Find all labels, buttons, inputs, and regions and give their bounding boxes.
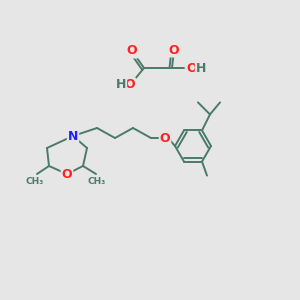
Text: O: O (62, 167, 72, 181)
Text: H: H (116, 79, 126, 92)
Text: CH₃: CH₃ (88, 178, 106, 187)
Text: O: O (125, 79, 135, 92)
Text: N: N (68, 130, 78, 142)
Text: O: O (187, 61, 197, 74)
Text: O: O (160, 131, 170, 145)
Text: H: H (196, 61, 206, 74)
Text: O: O (127, 44, 137, 58)
Text: O: O (169, 44, 179, 56)
Text: CH₃: CH₃ (26, 178, 44, 187)
